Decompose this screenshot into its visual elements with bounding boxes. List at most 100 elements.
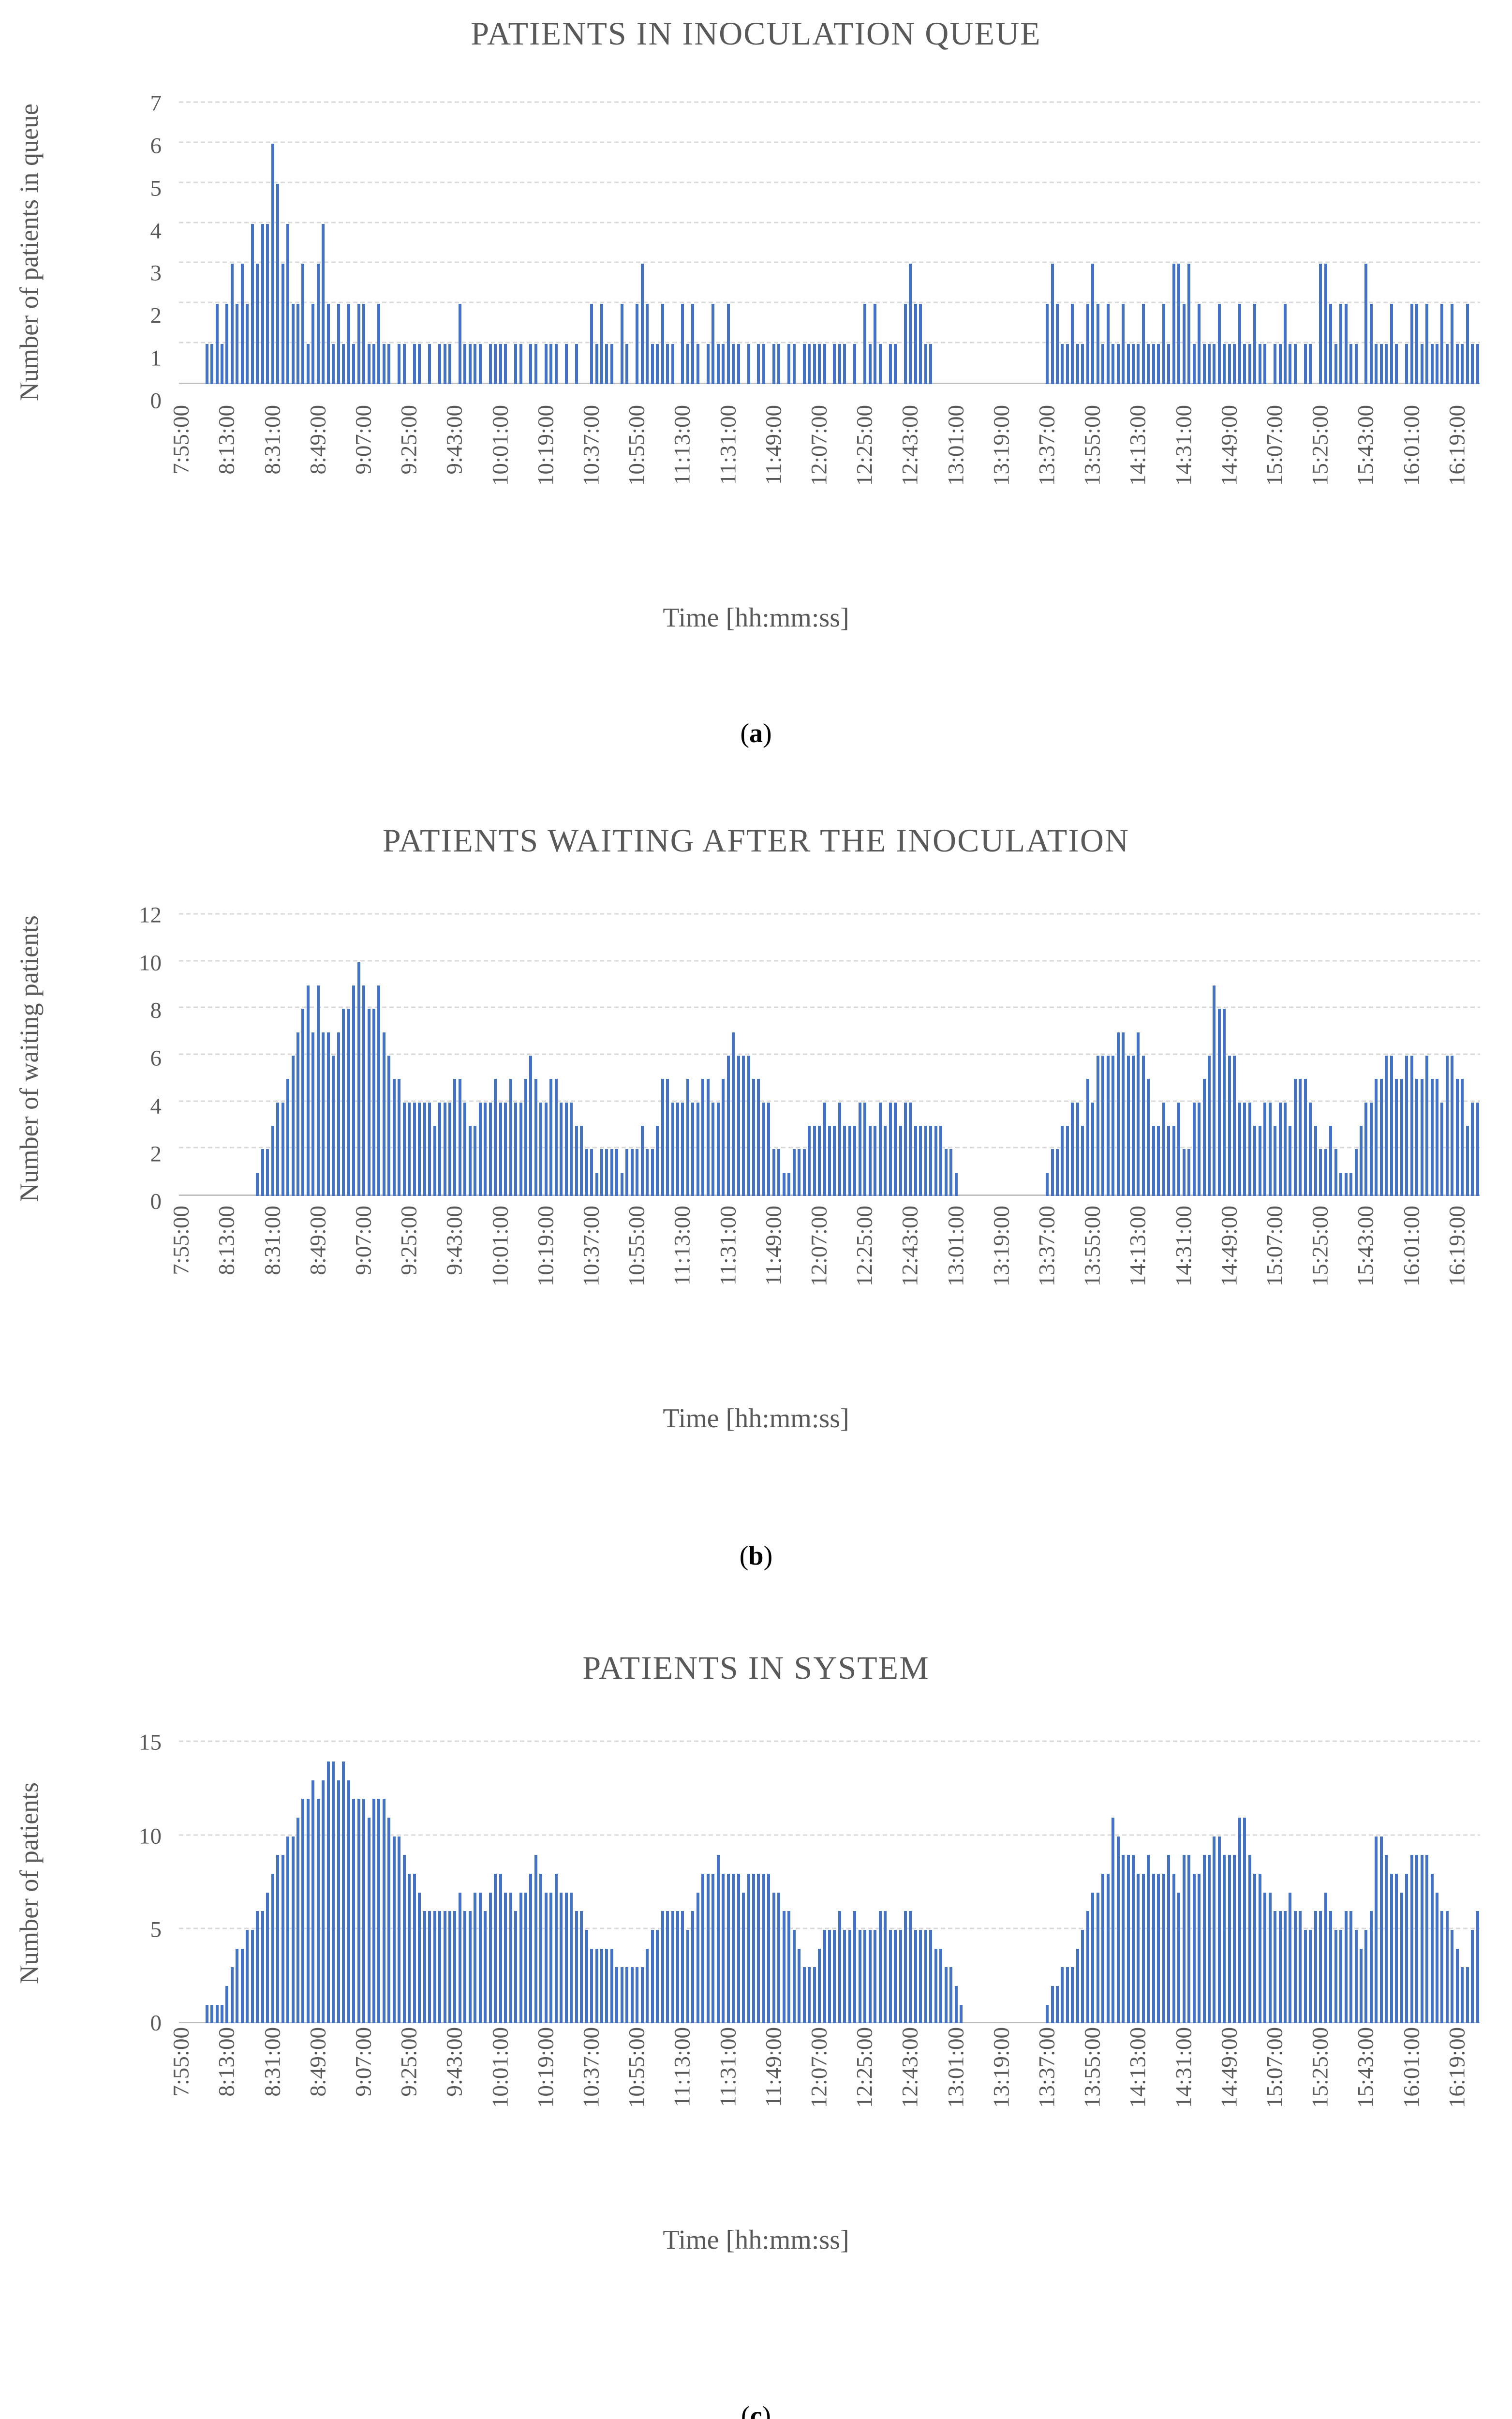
bar — [1354, 1149, 1358, 1196]
bar — [529, 1055, 533, 1196]
bar — [554, 1079, 558, 1196]
bar — [1471, 1929, 1474, 2024]
x-tick-label: 13:19:00 — [989, 1206, 1014, 1287]
bar — [316, 1799, 320, 2024]
bar — [646, 1149, 649, 1196]
x-tick-label: 11:31:00 — [715, 1206, 741, 1286]
bar — [1056, 1986, 1059, 2024]
bar — [681, 304, 684, 384]
bar — [1167, 1125, 1171, 1196]
bar — [1349, 344, 1353, 384]
bar — [1217, 1009, 1221, 1196]
bar — [220, 344, 223, 384]
x-tick-label: 10:01:00 — [488, 404, 513, 486]
bar — [529, 1873, 533, 2024]
bar — [1076, 1102, 1079, 1196]
bar — [1167, 344, 1171, 384]
bar — [291, 1055, 295, 1196]
bar — [934, 1125, 937, 1196]
bar — [762, 1102, 765, 1196]
bar — [484, 1102, 487, 1196]
caption-letter: a — [749, 718, 763, 748]
bar — [1334, 1149, 1337, 1196]
bar — [787, 1911, 791, 2024]
caption-close-paren: ) — [762, 2401, 771, 2419]
bar — [1375, 344, 1378, 384]
bar — [362, 304, 366, 384]
page-root: { "colors": { "bar": "#4472C4", "gridlin… — [0, 15, 1512, 2419]
bar — [402, 344, 406, 384]
bar — [792, 344, 796, 384]
chart-b-caption: (b) — [0, 1540, 1512, 1571]
bar — [1425, 1855, 1429, 2024]
bar — [230, 264, 234, 384]
bar — [1122, 1855, 1125, 2024]
x-tick-label: 8:13:00 — [214, 2027, 239, 2097]
bar — [478, 1892, 482, 2024]
bar — [215, 304, 219, 384]
chart-a-y-title-col: Number of patients in queue — [0, 104, 58, 401]
gridline — [179, 141, 1480, 143]
bar — [240, 264, 244, 384]
bar — [428, 1911, 431, 2024]
bar — [1369, 1102, 1373, 1196]
bar — [919, 304, 922, 384]
bar — [236, 304, 239, 384]
bar — [1046, 304, 1049, 384]
bar — [560, 1892, 563, 2024]
bar — [899, 1125, 902, 1196]
x-axis-ticks: 7:55:00 8:13:00 8:31:00 8:49:00 9:07:00 9:25:… — [169, 2023, 1480, 2212]
bar — [878, 344, 882, 384]
bar — [1223, 344, 1226, 384]
bar — [357, 1799, 360, 2024]
bar — [1395, 1079, 1398, 1196]
caption-open-paren: ( — [740, 718, 749, 748]
chart-a-x-axis-title: Time [hh:mm:ss] — [663, 602, 849, 633]
bar — [1152, 1125, 1155, 1196]
bar — [332, 1761, 335, 2024]
gridline — [179, 960, 1480, 962]
bar — [1137, 1032, 1140, 1196]
bar — [1228, 1055, 1231, 1196]
plot-area — [179, 1740, 1480, 2024]
x-tick-label: 13:01:00 — [943, 404, 969, 486]
bar — [316, 264, 320, 384]
bar — [1334, 1929, 1337, 2024]
bar — [1400, 1892, 1403, 2024]
x-tick-label: 14:49:00 — [1216, 404, 1242, 486]
bar — [504, 1892, 507, 2024]
bar — [802, 1149, 806, 1196]
bar — [747, 1055, 750, 1196]
bar — [701, 1079, 705, 1196]
bar — [878, 1911, 882, 2024]
bar — [281, 1855, 284, 2024]
bar — [1314, 1911, 1317, 2024]
bar — [1339, 1929, 1343, 2024]
chart-c-y-title-col: Number of patients — [0, 1743, 58, 2023]
bar — [610, 1149, 613, 1196]
bar — [640, 1125, 644, 1196]
bar — [590, 1149, 593, 1196]
x-tick-label: 12:43:00 — [897, 1206, 923, 1287]
bar — [489, 1102, 492, 1196]
bar — [1293, 344, 1297, 384]
bar — [772, 344, 775, 384]
x-tick-label: 8:49:00 — [305, 404, 331, 475]
bar — [246, 1929, 249, 2024]
bar — [1476, 1102, 1479, 1196]
bar — [499, 1873, 502, 2024]
bar — [519, 1892, 522, 2024]
bar — [1289, 1125, 1292, 1196]
bar — [1420, 1079, 1423, 1196]
bar — [894, 1929, 897, 2024]
bar — [757, 1873, 760, 2024]
bar — [1430, 1079, 1434, 1196]
bar — [884, 1911, 887, 2024]
x-tick-label: 14:31:00 — [1171, 404, 1197, 486]
bar — [1410, 304, 1413, 384]
bar — [1066, 1967, 1069, 2024]
x-tick-label: 15:07:00 — [1262, 404, 1288, 486]
bar — [646, 304, 649, 384]
bar — [514, 1102, 518, 1196]
bar — [752, 1873, 755, 2024]
